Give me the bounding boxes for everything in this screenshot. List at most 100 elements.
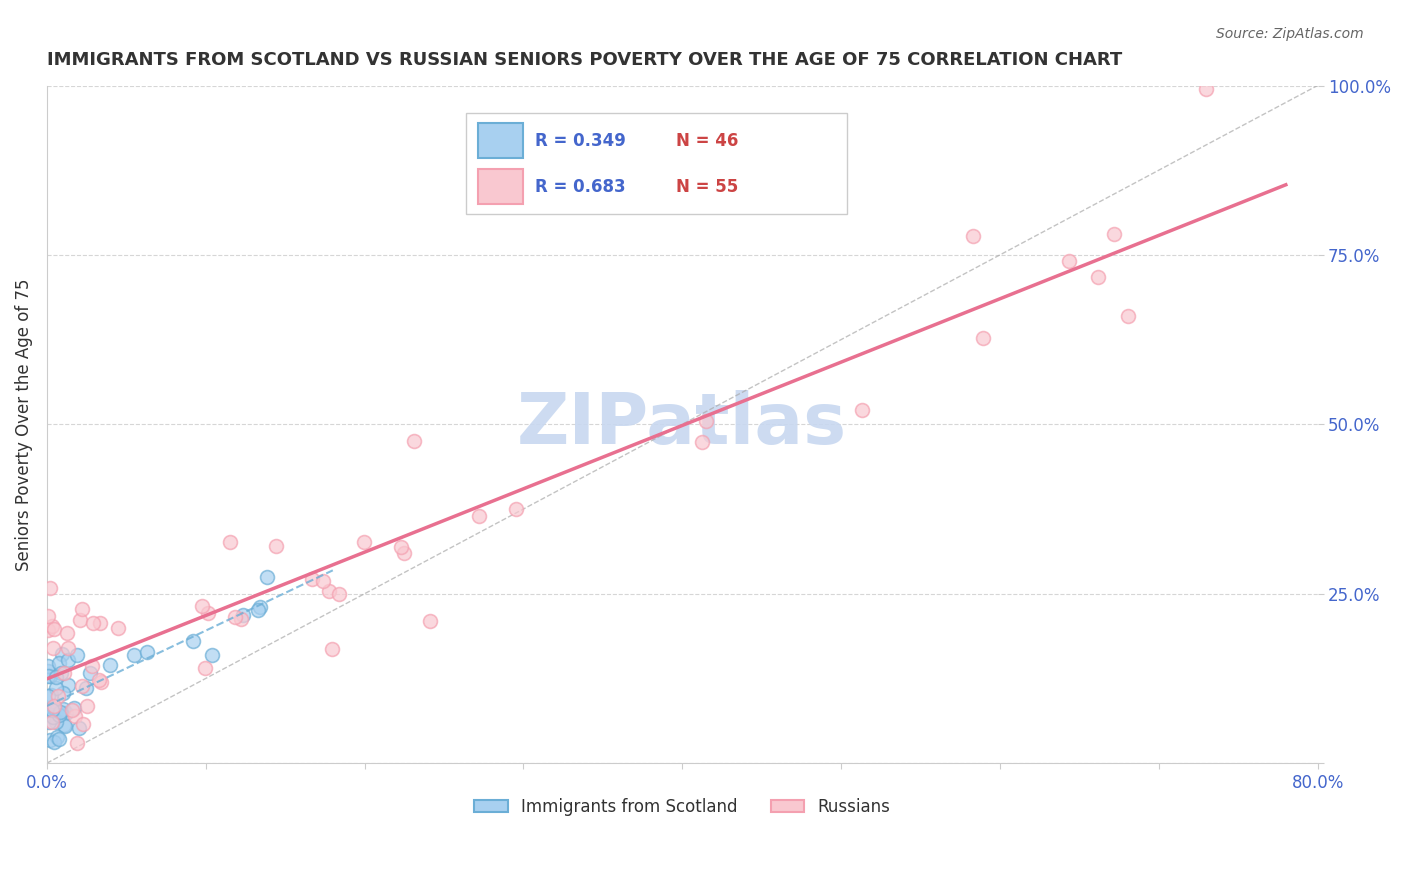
Immigrants from Scotland	[67, 722, 90, 736]
Russians	[321, 642, 343, 657]
Russians	[219, 534, 242, 549]
Russians	[69, 613, 91, 627]
Russians	[66, 736, 89, 750]
Immigrants from Scotland	[38, 707, 60, 722]
Immigrants from Scotland	[98, 658, 121, 673]
Russians	[419, 615, 441, 629]
Russians	[389, 541, 412, 555]
Russians	[229, 612, 252, 626]
Immigrants from Scotland	[55, 706, 77, 720]
Russians	[1059, 254, 1081, 268]
Immigrants from Scotland	[53, 719, 76, 733]
Russians	[1116, 309, 1139, 323]
Immigrants from Scotland	[56, 653, 79, 667]
Russians	[62, 703, 84, 717]
Russians	[82, 658, 104, 673]
Russians	[89, 616, 111, 631]
Immigrants from Scotland	[256, 570, 278, 584]
Immigrants from Scotland	[37, 658, 59, 673]
Y-axis label: Seniors Poverty Over the Age of 75: Seniors Poverty Over the Age of 75	[15, 278, 32, 571]
Immigrants from Scotland	[53, 718, 76, 732]
Russians	[70, 601, 93, 615]
Immigrants from Scotland	[52, 702, 75, 716]
Russians	[264, 539, 287, 553]
Russians	[41, 714, 63, 729]
Immigrants from Scotland	[48, 706, 70, 721]
Russians	[468, 509, 491, 524]
Immigrants from Scotland	[45, 715, 67, 730]
Russians	[89, 673, 111, 688]
Russians	[191, 599, 214, 613]
Russians	[46, 689, 69, 703]
Immigrants from Scotland	[37, 669, 59, 683]
Russians	[690, 434, 713, 449]
Immigrants from Scotland	[51, 648, 73, 662]
Russians	[311, 574, 333, 589]
Russians	[301, 572, 323, 586]
Immigrants from Scotland	[41, 703, 63, 717]
Immigrants from Scotland	[79, 665, 101, 680]
Russians	[44, 623, 66, 637]
Russians	[1087, 270, 1109, 285]
Russians	[194, 660, 217, 674]
Russians	[72, 679, 94, 693]
Immigrants from Scotland	[45, 730, 67, 744]
Russians	[38, 581, 60, 595]
Legend: Immigrants from Scotland, Russians: Immigrants from Scotland, Russians	[468, 791, 897, 822]
Immigrants from Scotland	[48, 657, 70, 671]
Russians	[318, 583, 340, 598]
Russians	[56, 641, 79, 656]
Immigrants from Scotland	[56, 678, 79, 692]
Immigrants from Scotland	[45, 703, 67, 717]
Immigrants from Scotland	[49, 666, 72, 681]
Russians	[76, 698, 98, 713]
Russians	[42, 699, 65, 714]
Immigrants from Scotland	[39, 688, 62, 702]
Russians	[90, 675, 112, 690]
Russians	[82, 615, 104, 630]
Immigrants from Scotland	[38, 714, 60, 729]
Russians	[505, 502, 527, 516]
Russians	[55, 626, 77, 640]
Immigrants from Scotland	[52, 686, 75, 700]
Russians	[353, 534, 375, 549]
Immigrants from Scotland	[42, 700, 65, 714]
Immigrants from Scotland	[44, 735, 66, 749]
Russians	[37, 608, 59, 623]
Russians	[42, 640, 65, 655]
Immigrants from Scotland	[38, 668, 60, 682]
Russians	[224, 610, 246, 624]
Russians	[41, 619, 63, 633]
Russians	[197, 606, 219, 620]
Immigrants from Scotland	[42, 710, 65, 724]
Immigrants from Scotland	[39, 732, 62, 747]
Russians	[72, 716, 94, 731]
Immigrants from Scotland	[124, 648, 146, 663]
Immigrants from Scotland	[232, 607, 254, 622]
Russians	[972, 331, 994, 345]
Immigrants from Scotland	[48, 732, 70, 747]
Russians	[851, 403, 873, 417]
Immigrants from Scotland	[66, 648, 89, 663]
Russians	[328, 587, 350, 601]
Russians	[404, 434, 426, 449]
Text: Source: ZipAtlas.com: Source: ZipAtlas.com	[1216, 27, 1364, 41]
Russians	[962, 229, 984, 244]
Immigrants from Scotland	[249, 600, 271, 615]
Russians	[392, 546, 415, 560]
Russians	[107, 622, 129, 636]
Immigrants from Scotland	[48, 708, 70, 723]
Immigrants from Scotland	[49, 705, 72, 719]
Russians	[1195, 82, 1218, 96]
Immigrants from Scotland	[37, 689, 59, 703]
Russians	[53, 665, 76, 680]
Russians	[1102, 227, 1125, 242]
Immigrants from Scotland	[45, 670, 67, 684]
Russians	[695, 414, 717, 428]
Immigrants from Scotland	[201, 648, 224, 662]
Immigrants from Scotland	[37, 665, 59, 679]
Text: IMMIGRANTS FROM SCOTLAND VS RUSSIAN SENIORS POVERTY OVER THE AGE OF 75 CORRELATI: IMMIGRANTS FROM SCOTLAND VS RUSSIAN SENI…	[46, 51, 1122, 69]
Immigrants from Scotland	[135, 645, 157, 659]
Immigrants from Scotland	[181, 634, 204, 648]
Russians	[37, 623, 59, 637]
